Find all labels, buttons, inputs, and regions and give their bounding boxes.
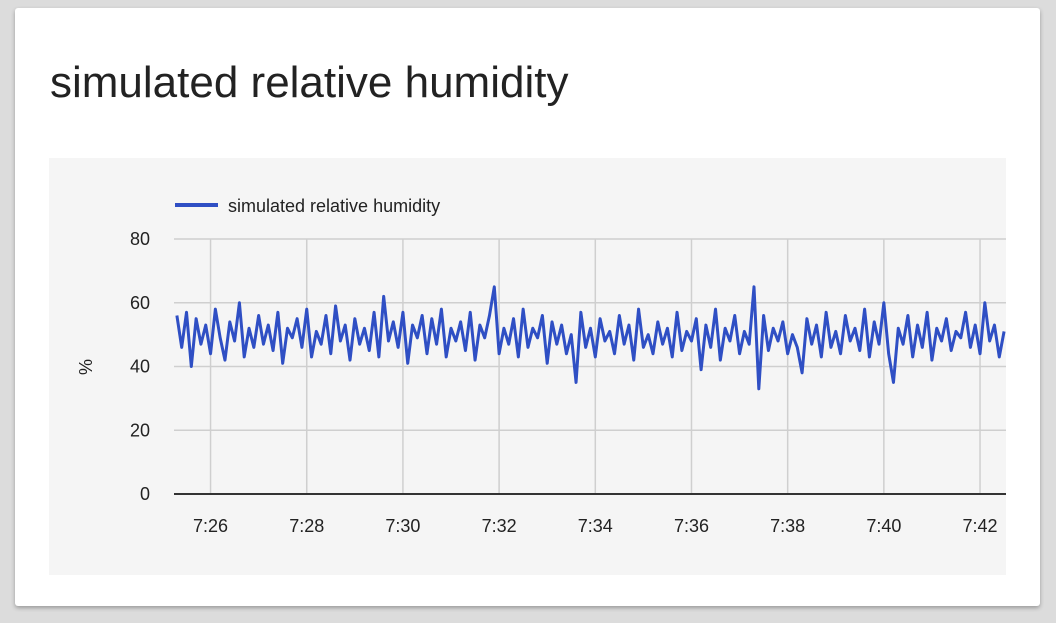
chart-title: simulated relative humidity [50, 58, 568, 107]
legend-label: simulated relative humidity [228, 196, 440, 216]
x-tick-label: 7:30 [385, 516, 420, 536]
y-tick-label: 20 [130, 420, 150, 440]
x-tick-label: 7:32 [482, 516, 517, 536]
y-tick-label: 80 [130, 229, 150, 249]
x-tick-label: 7:38 [770, 516, 805, 536]
y-tick-label: 60 [130, 293, 150, 313]
x-tick-label: 7:42 [963, 516, 998, 536]
y-axis-label: % [76, 359, 96, 375]
x-tick-label: 7:34 [578, 516, 613, 536]
x-tick-label: 7:36 [674, 516, 709, 536]
x-tick-label: 7:40 [866, 516, 901, 536]
x-tick-label: 7:26 [193, 516, 228, 536]
y-tick-label: 40 [130, 357, 150, 377]
data-line [175, 285, 1006, 391]
y-tick-label: 0 [140, 484, 150, 504]
x-tick-label: 7:28 [289, 516, 324, 536]
